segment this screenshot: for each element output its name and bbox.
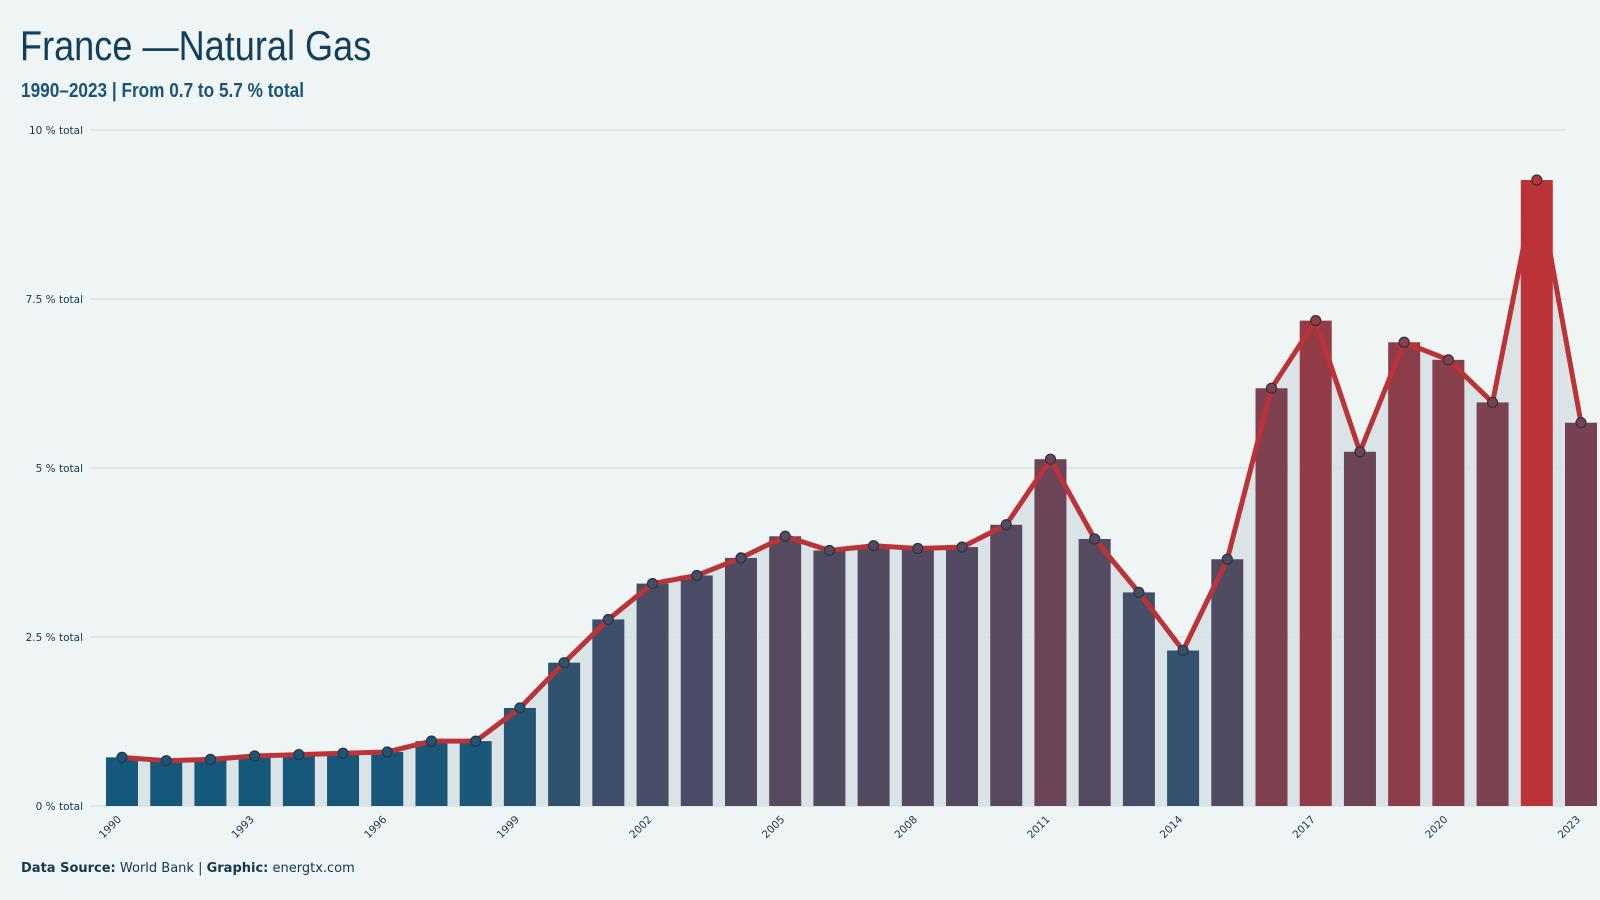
- point-2003: [691, 569, 703, 582]
- bar-1995: [327, 753, 360, 806]
- point-2002: [646, 577, 659, 590]
- graphic-value: energtx.com: [268, 861, 355, 876]
- bar-2013: [1122, 592, 1155, 806]
- point-1990: [116, 751, 128, 763]
- point-1998: [470, 735, 482, 747]
- x-tick-label: 2011: [1025, 814, 1052, 841]
- point-2016: [1265, 382, 1278, 394]
- point-2000: [558, 657, 570, 669]
- y-tick-label: 5 % total: [36, 463, 83, 475]
- point-1991: [160, 755, 172, 767]
- bar-1991: [150, 760, 183, 806]
- x-axis-labels: 1990 1993 1996 1999 2002 2005 2008 2011 2014 2017…: [97, 813, 1583, 841]
- bar-1992: [194, 759, 227, 806]
- x-tick-label: 2017: [1290, 814, 1317, 841]
- point-2015: [1221, 553, 1233, 565]
- point-2013: [1133, 586, 1145, 598]
- point-2014: [1177, 644, 1189, 657]
- point-2007: [868, 540, 880, 552]
- point-1994: [293, 749, 305, 761]
- point-2010: [1000, 519, 1012, 531]
- point-2011: [1044, 453, 1057, 465]
- bar-2021: [1476, 402, 1509, 806]
- bar-2010: [990, 524, 1023, 806]
- point-2009: [956, 541, 968, 553]
- bar-1994: [282, 754, 315, 806]
- bar-2020: [1432, 359, 1465, 806]
- point-1993: [249, 750, 261, 762]
- bar-2023: [1565, 422, 1597, 806]
- bar-2014: [1167, 650, 1200, 806]
- point-2021: [1486, 396, 1499, 409]
- caption: Data Source: World Bank | Graphic: energ…: [21, 861, 355, 876]
- bar-2017: [1299, 320, 1332, 806]
- source-value: World Bank |: [115, 861, 207, 876]
- x-tick-label: 1990: [97, 814, 124, 841]
- source-label: Data Source:: [21, 861, 116, 876]
- bar-2009: [946, 547, 979, 806]
- bar-2006: [813, 550, 846, 806]
- bar-2008: [901, 548, 934, 806]
- bar-1998: [459, 741, 492, 806]
- point-2022: [1531, 174, 1543, 186]
- point-2019: [1398, 336, 1410, 348]
- point-2012: [1089, 533, 1101, 545]
- x-tick-label: 2008: [893, 814, 920, 841]
- point-1999: [514, 702, 526, 714]
- bar-2003: [680, 575, 713, 806]
- x-tick-label: 2005: [760, 814, 787, 841]
- point-1996: [381, 746, 393, 758]
- chart-subtitle: 1990–2023 | From 0.7 to 5.7 % total: [21, 80, 305, 102]
- point-layer: [116, 174, 1587, 767]
- bar-1999: [503, 707, 536, 806]
- point-2023: [1575, 417, 1587, 429]
- line-layer: [119, 177, 1584, 764]
- bar-2000: [548, 662, 581, 806]
- bar-2002: [636, 583, 669, 806]
- bar-2001: [592, 619, 625, 806]
- x-tick-label: 1999: [495, 814, 522, 841]
- bar-1997: [415, 741, 448, 806]
- x-tick-label: 1993: [229, 814, 256, 841]
- y-tick-label: 7.5 % total: [26, 294, 83, 306]
- bar-2005: [769, 536, 802, 806]
- bar-2011: [1034, 459, 1067, 806]
- chart-title: France —Natural Gas: [20, 22, 372, 69]
- graphic-label: Graphic:: [206, 861, 269, 876]
- point-1997: [425, 735, 438, 747]
- bar-1996: [371, 751, 404, 806]
- point-2020: [1442, 354, 1454, 366]
- x-tick-label: 2023: [1556, 814, 1583, 841]
- y-tick-label: 2.5 % total: [26, 632, 83, 644]
- y-tick-label: 10 % total: [29, 125, 83, 137]
- x-tick-label: 1996: [362, 813, 390, 841]
- point-2017: [1310, 315, 1322, 327]
- bar-1993: [238, 755, 271, 806]
- point-2005: [779, 530, 791, 542]
- point-2004: [735, 552, 747, 564]
- y-axis-labels: 0 % total 2.5 % total 5 % total 7.5 % total…: [26, 125, 83, 813]
- point-2001: [602, 613, 614, 626]
- bar-layer: [106, 180, 1597, 807]
- point-1995: [337, 747, 349, 759]
- bar-2015: [1211, 559, 1244, 806]
- bar-1990: [106, 757, 138, 806]
- bar-2004: [724, 557, 757, 806]
- y-tick-label: 0 % total: [36, 801, 83, 813]
- bar-2016: [1255, 388, 1288, 806]
- x-tick-label: 2014: [1158, 813, 1186, 841]
- x-tick-label: 2020: [1423, 814, 1450, 841]
- bar-2012: [1078, 538, 1111, 806]
- point-1992: [204, 753, 217, 765]
- point-2018: [1354, 446, 1366, 458]
- point-2006: [823, 544, 835, 557]
- bar-2007: [857, 545, 890, 806]
- bar-2018: [1343, 451, 1376, 806]
- bar-2019: [1388, 342, 1421, 806]
- series-line: [119, 177, 1584, 764]
- x-tick-label: 2002: [627, 814, 654, 841]
- bar-2022: [1520, 180, 1553, 807]
- point-2008: [912, 542, 924, 555]
